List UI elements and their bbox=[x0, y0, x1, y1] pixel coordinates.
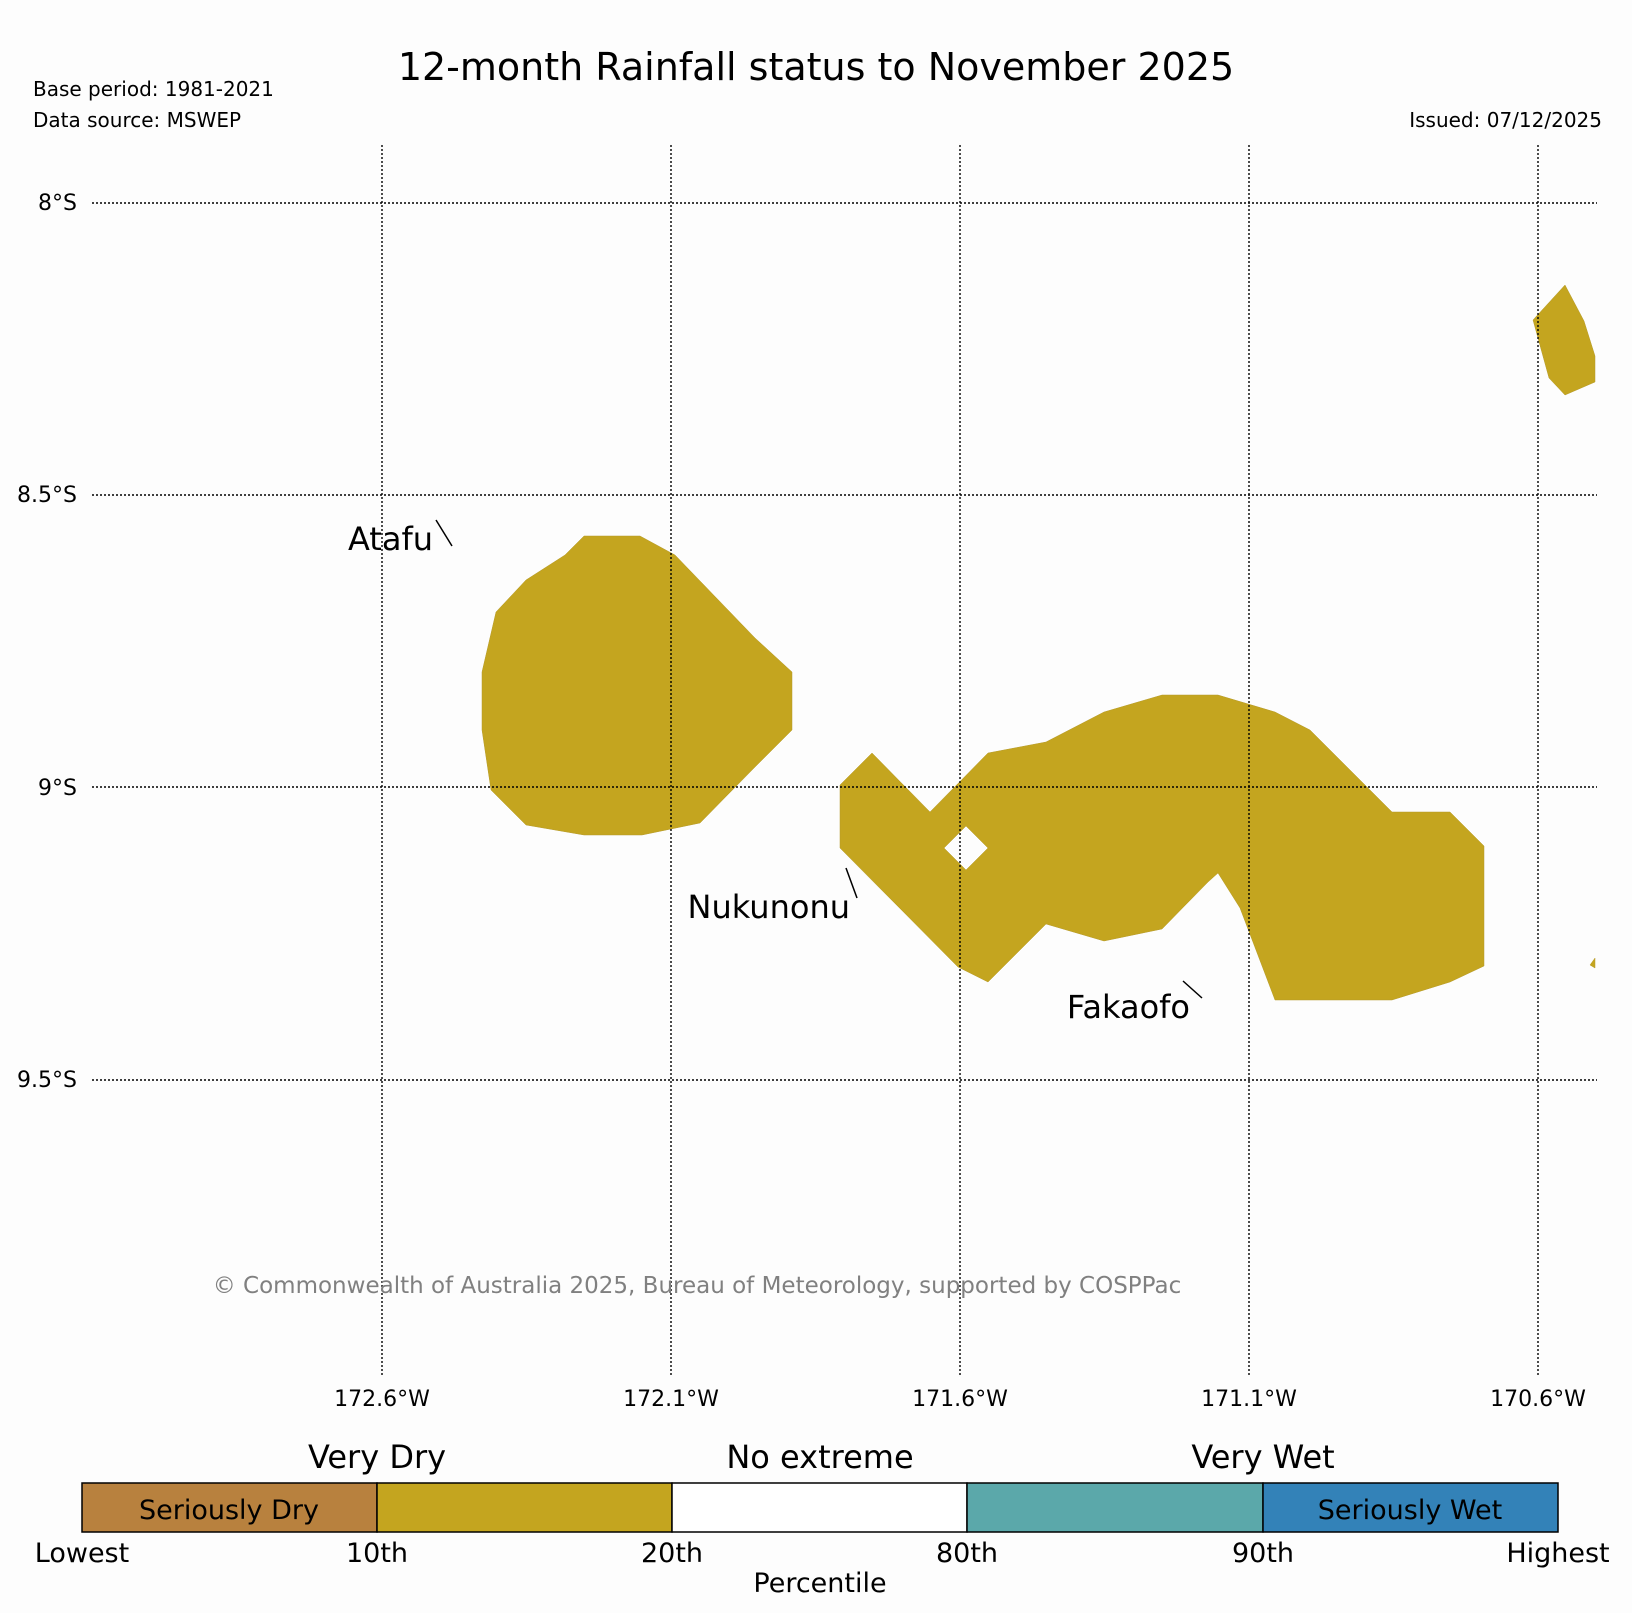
very-dry-regions bbox=[481, 284, 1596, 1001]
place-leader-atafu bbox=[435, 519, 453, 547]
place-leader-fakaofo bbox=[1182, 980, 1203, 999]
lon-label: 172.6°W bbox=[334, 1387, 430, 1412]
place-labels: Atafu Nukunonu Fakaofo bbox=[348, 519, 1203, 1026]
legend-group-labels: Very Dry No extreme Very Wet bbox=[308, 1438, 1335, 1476]
legend-group-label: Very Dry bbox=[308, 1438, 446, 1476]
legend-tick-label: 10th bbox=[346, 1538, 408, 1569]
place-label-fakaofo: Fakaofo bbox=[1067, 988, 1190, 1026]
legend-segment-very-dry bbox=[376, 1482, 673, 1533]
legend-tick-labels: Lowest 10th 20th 80th 90th Highest bbox=[35, 1538, 1610, 1569]
lon-label: 172.1°W bbox=[623, 1387, 719, 1412]
legend-segment-seriously-wet bbox=[1262, 1482, 1559, 1533]
copyright-text: © Commonwealth of Australia 2025, Bureau… bbox=[213, 1273, 1182, 1299]
lat-label: 9°S bbox=[38, 776, 77, 801]
legend-segment-label-seriously-wet: Seriously Wet bbox=[1318, 1495, 1502, 1526]
legend-axis-label: Percentile bbox=[753, 1568, 886, 1599]
legend-tick-label: 20th bbox=[641, 1538, 703, 1569]
very-dry-region-atafu bbox=[481, 535, 793, 836]
lat-label: 8°S bbox=[38, 191, 77, 216]
place-label-atafu: Atafu bbox=[348, 520, 433, 558]
legend-segment-no-extreme bbox=[671, 1482, 968, 1533]
lon-label: 171.6°W bbox=[912, 1387, 1008, 1412]
graticule bbox=[92, 145, 1597, 1375]
lat-label: 9.5°S bbox=[17, 1068, 77, 1093]
place-label-nukunonu: Nukunonu bbox=[688, 888, 850, 926]
legend-segment-very-wet bbox=[966, 1482, 1264, 1533]
data-source-text: Data source: MSWEP bbox=[33, 108, 241, 132]
legend-tick-label: 90th bbox=[1232, 1538, 1294, 1569]
map-title: 12-month Rainfall status to November 202… bbox=[398, 45, 1234, 89]
legend-tick-label: Lowest bbox=[35, 1538, 129, 1569]
very-dry-region-nukunonu-fakaofo bbox=[839, 694, 1485, 1001]
legend-group-label: Very Wet bbox=[1191, 1438, 1334, 1476]
lon-label: 171.1°W bbox=[1201, 1387, 1297, 1412]
legend-tick-label: Highest bbox=[1506, 1538, 1609, 1569]
legend-segment-label-seriously-dry: Seriously Dry bbox=[139, 1495, 319, 1526]
legend-group-label: No extreme bbox=[726, 1438, 913, 1476]
very-dry-region-northeast bbox=[1532, 284, 1596, 396]
lon-label: 170.6°W bbox=[1490, 1387, 1586, 1412]
place-leader-nukunonu bbox=[845, 867, 858, 899]
legend: Very Dry No extreme Very Wet Seriously D… bbox=[35, 1438, 1610, 1599]
lat-label: 8.5°S bbox=[17, 483, 77, 508]
legend-colorbar bbox=[81, 1482, 1559, 1533]
issued-date-text: Issued: 07/12/2025 bbox=[1409, 108, 1602, 132]
longitude-labels: 172.6°W 172.1°W 171.6°W 171.1°W 170.6°W bbox=[334, 1387, 1586, 1412]
latitude-labels: 8°S 8.5°S 9°S 9.5°S bbox=[17, 191, 77, 1093]
very-dry-region-east-edge bbox=[1589, 957, 1596, 969]
legend-tick-label: 80th bbox=[936, 1538, 998, 1569]
base-period-text: Base period: 1981-2021 bbox=[33, 77, 274, 101]
